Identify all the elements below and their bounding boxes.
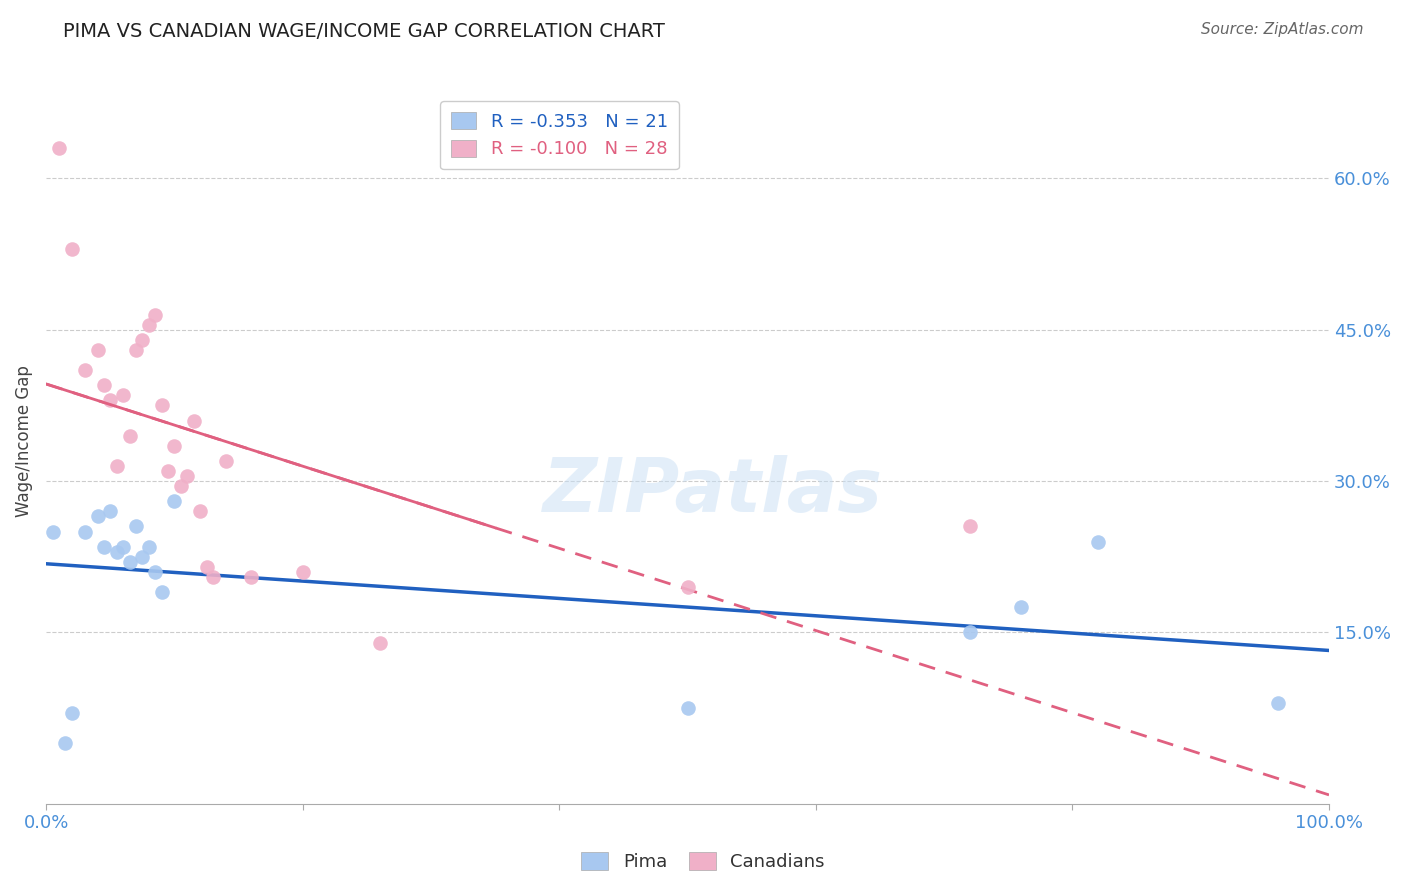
Point xyxy=(98,504,121,518)
Point xyxy=(1267,696,1289,710)
Point xyxy=(93,540,115,554)
Point xyxy=(98,393,121,408)
Point xyxy=(1087,534,1109,549)
Point xyxy=(150,398,173,412)
Point xyxy=(55,736,77,750)
Point xyxy=(138,318,160,332)
Point xyxy=(60,242,83,256)
Point xyxy=(163,439,186,453)
Point xyxy=(215,454,238,468)
Point xyxy=(676,701,699,715)
Point xyxy=(176,469,198,483)
Point xyxy=(163,494,186,508)
Point xyxy=(105,458,128,473)
Point xyxy=(368,635,391,649)
Point xyxy=(48,141,70,155)
Point xyxy=(73,524,96,539)
Point xyxy=(143,308,166,322)
Point xyxy=(240,570,263,584)
Point xyxy=(60,706,83,721)
Point xyxy=(112,388,135,402)
Point xyxy=(143,565,166,579)
Text: ZIPatlas: ZIPatlas xyxy=(543,455,883,528)
Point xyxy=(201,570,224,584)
Point xyxy=(157,464,180,478)
Point xyxy=(118,428,141,442)
Point xyxy=(118,555,141,569)
Point xyxy=(291,565,314,579)
Point xyxy=(959,519,981,533)
Point xyxy=(138,540,160,554)
Legend: Pima, Canadians: Pima, Canadians xyxy=(574,846,832,879)
Point xyxy=(959,625,981,640)
Point xyxy=(125,519,148,533)
Point xyxy=(41,524,63,539)
Point xyxy=(170,479,193,493)
Point xyxy=(93,378,115,392)
Legend: R = -0.353   N = 21, R = -0.100   N = 28: R = -0.353 N = 21, R = -0.100 N = 28 xyxy=(440,101,679,169)
Point xyxy=(195,559,218,574)
Point xyxy=(1010,600,1032,615)
Point xyxy=(86,343,108,357)
Point xyxy=(125,343,148,357)
Point xyxy=(131,549,153,564)
Point xyxy=(105,545,128,559)
Point xyxy=(131,333,153,347)
Point xyxy=(86,509,108,524)
Text: Source: ZipAtlas.com: Source: ZipAtlas.com xyxy=(1201,22,1364,37)
Point xyxy=(183,413,205,427)
Point xyxy=(73,363,96,377)
Point xyxy=(188,504,211,518)
Y-axis label: Wage/Income Gap: Wage/Income Gap xyxy=(15,365,32,516)
Point xyxy=(676,580,699,594)
Text: PIMA VS CANADIAN WAGE/INCOME GAP CORRELATION CHART: PIMA VS CANADIAN WAGE/INCOME GAP CORRELA… xyxy=(63,22,665,41)
Point xyxy=(112,540,135,554)
Point xyxy=(150,585,173,599)
